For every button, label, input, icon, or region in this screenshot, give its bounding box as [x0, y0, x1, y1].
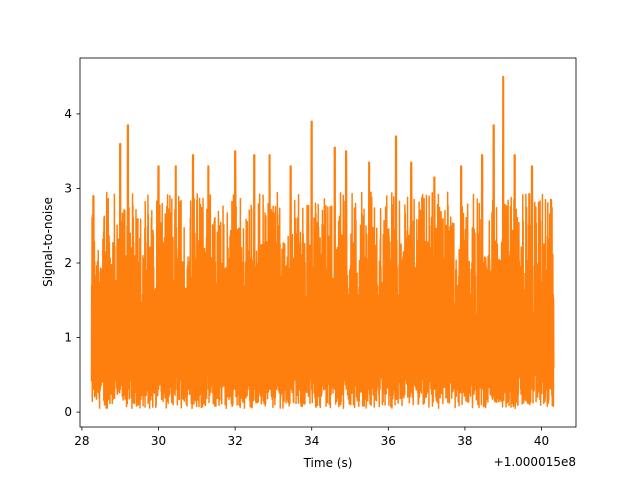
- x-tick-label: 40: [534, 434, 549, 448]
- y-axis-label: Signal-to-noise: [41, 197, 55, 287]
- x-tick-label: 30: [151, 434, 166, 448]
- x-axis-label: Time (s): [303, 456, 353, 470]
- x-axis-ticks: 28 30 32 34 36 38 40: [74, 427, 549, 448]
- x-tick-label: 36: [381, 434, 396, 448]
- plot-area: [90, 75, 555, 410]
- x-tick-label: 34: [304, 434, 319, 448]
- y-tick-label: 0: [64, 405, 72, 419]
- snr-series-line: [90, 75, 555, 410]
- y-tick-label: 2: [64, 256, 72, 270]
- x-tick-label: 32: [227, 434, 242, 448]
- y-tick-label: 4: [64, 107, 72, 121]
- y-tick-label: 1: [64, 331, 72, 345]
- x-axis-offset-label: +1.000015e8: [494, 455, 576, 469]
- x-tick-label: 28: [74, 434, 89, 448]
- axes-frame: [79, 57, 577, 428]
- x-tick-label: 38: [457, 434, 472, 448]
- y-tick-label: 3: [64, 181, 72, 195]
- y-axis-ticks: 0 1 2 3 4: [64, 107, 80, 419]
